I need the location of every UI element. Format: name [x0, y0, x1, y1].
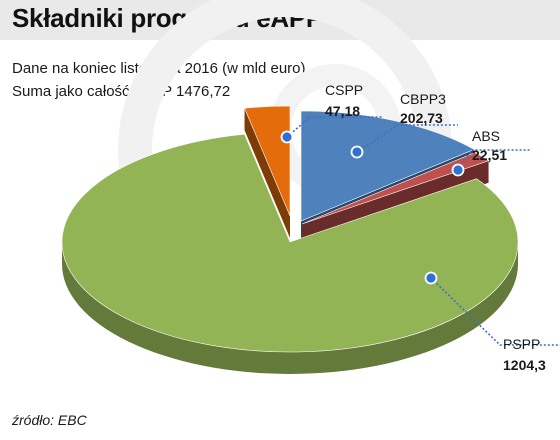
- slice-cspp: [244, 105, 291, 217]
- leader-line-pspp: [430, 277, 560, 346]
- slice-name-abs: ABS: [472, 128, 500, 144]
- label-dot-abs: [451, 163, 465, 177]
- slice-value-abs: 22,51: [472, 147, 507, 163]
- label-group-cbpp3: CBPP3 202,73: [350, 91, 458, 159]
- label-dot-pspp: [424, 271, 438, 285]
- slice-name-cspp: CSPP: [325, 82, 363, 98]
- slice-abs: [301, 152, 490, 225]
- slice-name-pspp: PSPP: [503, 336, 540, 352]
- label-group-pspp: PSPP 1204,3: [424, 271, 560, 373]
- pie-labels: CSPP 47,18 CBPP3 202,73 ABS 22,51 PSPP 1204,3: [280, 82, 560, 373]
- label-dot-cspp: [280, 130, 294, 144]
- leader-line-abs: [457, 149, 530, 171]
- label-dot-cbpp3: [350, 145, 364, 159]
- leader-line-cbpp3: [356, 124, 458, 153]
- slice-value-cbpp3: 202,73: [400, 110, 443, 126]
- label-group-cspp: CSPP 47,18: [280, 82, 383, 144]
- slice-pspp: [61, 133, 519, 353]
- slice-name-cbpp3: CBPP3: [400, 91, 446, 107]
- pie-slices: [61, 105, 519, 353]
- slice-value-cspp: 47,18: [325, 103, 360, 119]
- slice-side-pspp: [62, 242, 518, 374]
- slice-value-pspp: 1204,3: [503, 357, 546, 373]
- label-group-abs: ABS 22,51: [451, 128, 530, 177]
- slice-cbpp3: [300, 110, 475, 222]
- source-note: źródło: EBC: [12, 412, 87, 428]
- chart-total-note: Suma jako całość eAPP 1476,72: [12, 83, 231, 100]
- slice-wall-cspp-start: [244, 108, 290, 238]
